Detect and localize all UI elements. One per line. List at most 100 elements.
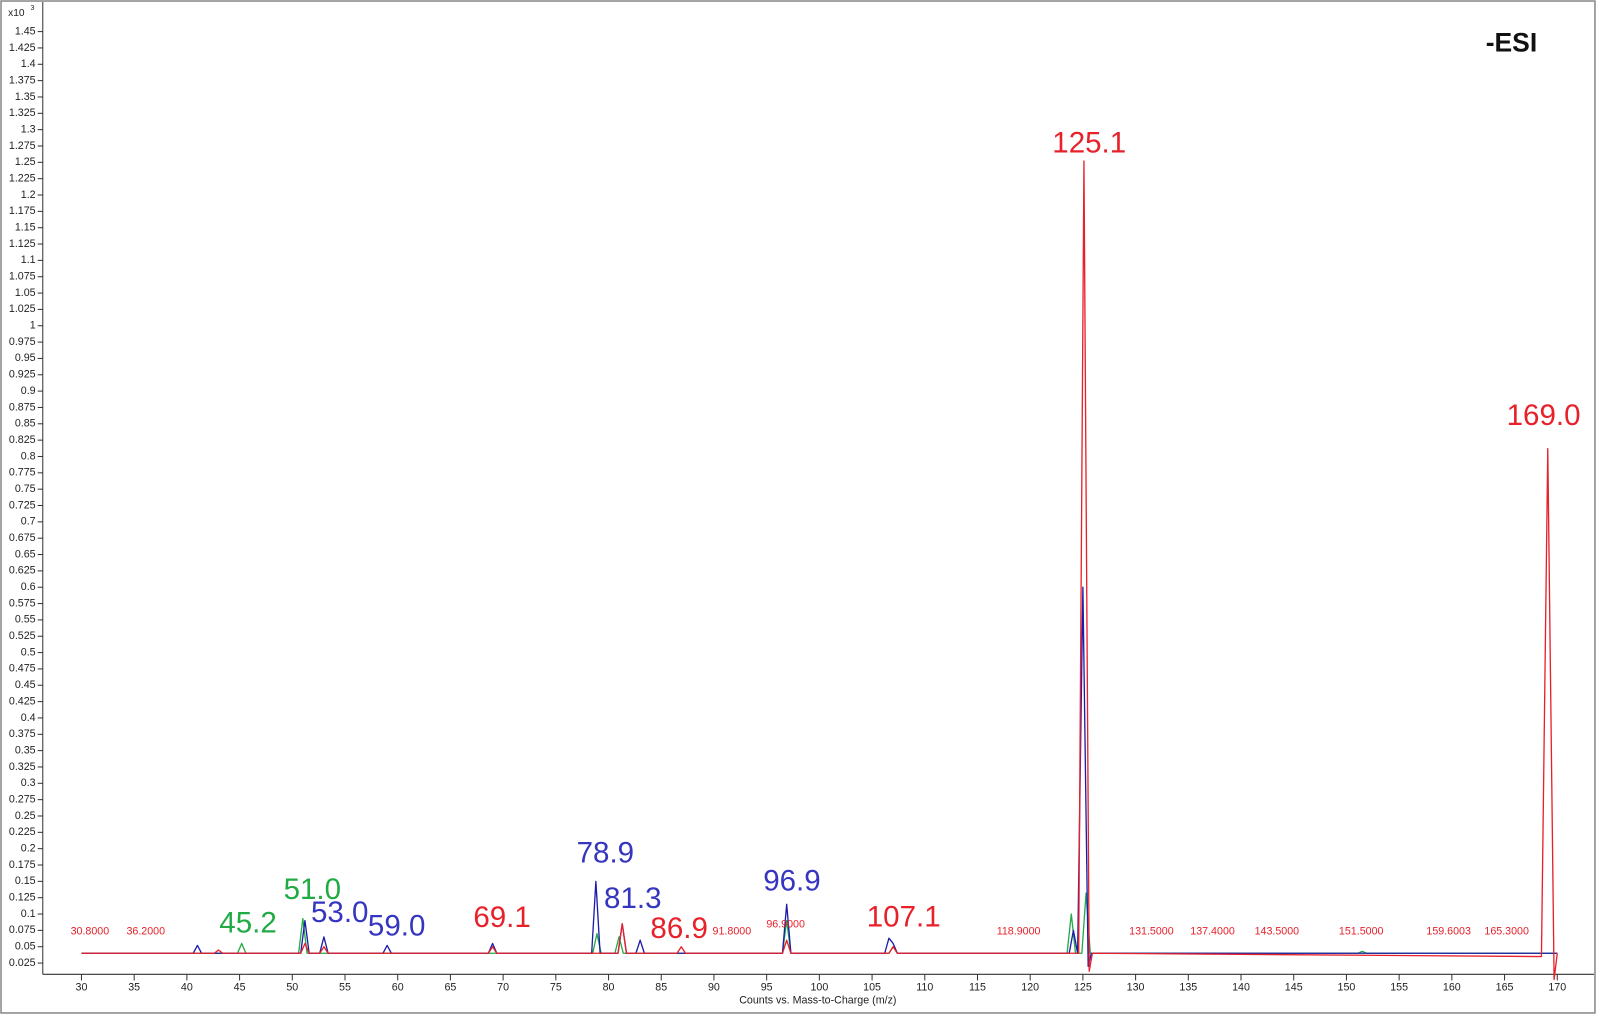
y-tick-label: 0.975: [9, 336, 36, 348]
y-tick-label: 0.025: [9, 957, 36, 969]
peak-label: 125.1: [1052, 126, 1126, 159]
y-tick-label: 0.5: [21, 646, 36, 658]
x-tick-label: 115: [969, 981, 986, 993]
x-tick-label: 55: [339, 981, 351, 993]
peak-label: 143.5000: [1255, 926, 1300, 938]
y-tick-label: 0.775: [9, 467, 36, 479]
x-tick-label: 105: [863, 981, 881, 993]
y-tick-label: 0.125: [9, 892, 36, 904]
y-tick-label: 0.05: [15, 941, 36, 953]
y-tick-label: 1: [30, 320, 36, 332]
peak-label: 137.4000: [1190, 926, 1235, 938]
y-tick-label: 1.075: [9, 271, 36, 283]
x-axis-title: Counts vs. Mass-to-Charge (m/z): [739, 995, 896, 1007]
peak-label: 30.8000: [71, 926, 110, 938]
x-tick-label: 155: [1390, 981, 1408, 993]
y-tick-label: 1.25: [15, 156, 36, 168]
x-tick-label: 35: [128, 981, 140, 993]
y-tick-label: 0.575: [9, 597, 36, 609]
x-tick-label: 50: [286, 981, 298, 993]
peak-label: 96.9: [763, 864, 820, 897]
x-tick-label: 80: [603, 981, 615, 993]
y-tick-label: 1.1: [21, 254, 36, 266]
x-tick-label: 135: [1179, 981, 1197, 993]
spectrum-trace: [81, 160, 1558, 981]
y-tick-label: 1.35: [15, 91, 36, 103]
x-tick-label: 30: [76, 981, 88, 993]
peak-label: 165.3000: [1484, 926, 1529, 938]
x-tick-label: 100: [810, 981, 828, 993]
y-tick-label: 1.425: [9, 42, 36, 54]
y-tick-label: 0.175: [9, 859, 36, 871]
y-multiplier: x10: [8, 8, 25, 19]
y-tick-label: 0.875: [9, 401, 36, 413]
x-tick-label: 130: [1127, 981, 1145, 993]
y-tick-label: 0.2: [21, 843, 36, 855]
x-tick-label: 75: [550, 981, 562, 993]
y-tick-label: 0.825: [9, 434, 36, 446]
x-tick-label: 40: [181, 981, 193, 993]
y-tick-label: 0.4: [21, 712, 36, 724]
peak-label: 131.5000: [1129, 926, 1174, 938]
y-tick-label: 0.9: [21, 385, 36, 397]
y-tick-label: 1.225: [9, 173, 36, 185]
peak-label: 151.5000: [1339, 926, 1384, 938]
peak-label: 96.9000: [766, 918, 805, 930]
x-tick-label: 90: [708, 981, 720, 993]
peak-label: 107.1: [867, 900, 941, 933]
y-tick-label: 0.325: [9, 761, 36, 773]
y-tick-label: 0.45: [15, 679, 36, 691]
y-tick-label: 0.675: [9, 532, 36, 544]
x-tick-label: 95: [761, 981, 773, 993]
y-tick-label: 0.525: [9, 630, 36, 642]
y-tick-label: 1.45: [15, 25, 36, 37]
peak-label: 118.9000: [997, 926, 1041, 938]
y-tick-label: 0.425: [9, 695, 36, 707]
x-tick-label: 150: [1338, 981, 1356, 993]
x-tick-label: 85: [655, 981, 667, 993]
ionization-mode: -ESI: [1486, 28, 1537, 58]
y-tick-label: 0.75: [15, 483, 36, 495]
y-tick-label: 0.95: [15, 352, 36, 364]
y-tick-label: 0.55: [15, 614, 36, 626]
x-tick-label: 125: [1074, 981, 1092, 993]
y-tick-label: 0.275: [9, 793, 36, 805]
y-tick-label: 1.4: [21, 58, 36, 70]
peak-label: 53.0: [311, 896, 368, 929]
y-tick-label: 1.125: [9, 238, 36, 250]
peak-label: 81.3: [604, 882, 661, 915]
y-tick-label: 0.35: [15, 744, 36, 756]
x-tick-label: 145: [1285, 981, 1303, 993]
x-tick-label: 65: [444, 981, 456, 993]
peak-label: 169.0: [1507, 399, 1581, 432]
y-tick-label: 0.65: [15, 548, 36, 560]
y-tick-label: 0.1: [21, 908, 36, 920]
x-tick-label: 170: [1548, 981, 1566, 993]
y-tick-label: 1.05: [15, 287, 36, 299]
x-tick-label: 120: [1021, 981, 1039, 993]
peak-label: 86.9: [650, 912, 707, 945]
peak-label: 78.9: [577, 836, 634, 869]
y-tick-label: 1.275: [9, 140, 36, 152]
y-tick-label: 0.925: [9, 369, 36, 381]
peak-label: 91.8000: [713, 926, 752, 938]
x-tick-label: 160: [1443, 981, 1461, 993]
peak-label: 36.2000: [126, 926, 165, 938]
x-tick-label: 45: [234, 981, 246, 993]
y-tick-label: 0.375: [9, 728, 36, 740]
x-tick-label: 70: [497, 981, 509, 993]
y-tick-label: 1.15: [15, 222, 36, 234]
y-tick-label: 0.625: [9, 565, 36, 577]
peak-label: 69.1: [473, 901, 530, 934]
peak-label: 51.0: [284, 873, 341, 906]
peak-label: 159.6003: [1426, 926, 1471, 938]
y-exponent: 3: [31, 4, 35, 12]
y-tick-label: 0.85: [15, 418, 36, 430]
y-tick-label: 1.2: [21, 189, 36, 201]
y-tick-label: 0.8: [21, 450, 36, 462]
y-tick-label: 0.3: [21, 777, 36, 789]
y-tick-label: 0.25: [15, 810, 36, 822]
